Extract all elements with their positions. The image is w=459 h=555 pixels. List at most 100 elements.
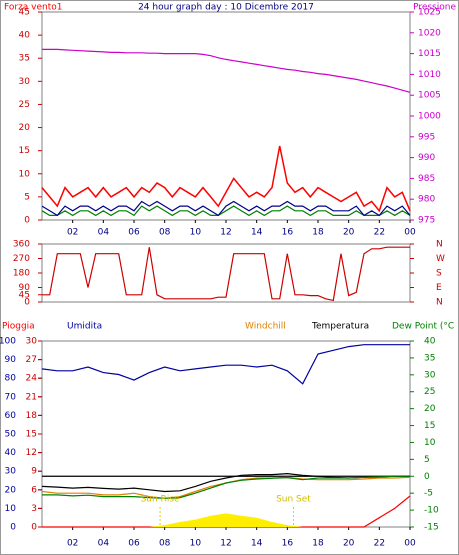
y2-tick-label: -15 [424,523,439,533]
y2-tick-label: 40 [424,337,436,347]
y2-tick-label: 995 [418,132,435,142]
y2-tick-label: S [436,269,442,279]
x-tick-label: 10 [190,539,202,549]
legend-label: Umidita [67,322,102,332]
x-tick-label: 00 [404,228,416,238]
y2-tick-label: 985 [418,174,435,184]
y2-tick-label: 1015 [418,49,441,59]
legend-label: Forza vento1 [4,3,63,13]
y-tick-label: 20 [5,485,17,495]
y-tick-label: 30 [19,77,31,87]
y-tick-label: 0 [24,216,30,226]
y3-tick-label: 24 [26,374,38,384]
y2-tick-label: 1010 [418,70,441,80]
series-line [42,246,410,302]
y2-tick-label: 30 [424,370,436,380]
legend-label: Windchill [245,322,286,332]
x-tick-label: 08 [159,228,171,238]
series-line [41,200,411,217]
y3-tick-label: 9 [31,467,37,477]
x-tick-label: 18 [312,539,324,549]
y2-tick-label: 5 [424,455,430,465]
y3-tick-label: 21 [26,392,37,402]
annotation: Sun Rise [141,495,180,505]
y2-tick-label: 975 [418,216,435,226]
y-tick-label: 45 [19,8,30,18]
y-tick-label: 60 [5,411,17,421]
y-tick-label: 360 [13,240,30,250]
plot-frame [41,340,411,528]
y-tick-label: 30 [5,467,17,477]
x-tick-label: 08 [159,539,171,549]
plot-frame [41,11,411,221]
x-tick-label: 02 [67,228,78,238]
y-tick-label: 180 [13,269,30,279]
y3-tick-label: 3 [31,504,37,514]
y3-tick-label: 6 [31,485,37,495]
y-tick-label: 70 [5,392,17,402]
y-tick-label: 0 [10,523,16,533]
legend-label: Dew Point (°C [392,322,454,332]
y3-tick-label: 18 [26,411,38,421]
x-tick-label: 12 [220,539,231,549]
y-tick-label: 10 [5,504,17,514]
y2-tick-label: N [436,240,443,250]
y2-tick-label: N [436,298,443,308]
x-tick-label: 14 [251,228,263,238]
y2-tick-label: E [436,283,442,293]
series-line [42,475,410,499]
x-tick-label: 14 [251,539,263,549]
y2-tick-label: 10 [424,438,436,448]
y-tick-label: 270 [13,254,30,264]
y3-tick-label: 30 [26,337,38,347]
annotation: Sun Set [276,495,311,505]
y2-tick-label: 1025 [418,8,441,18]
y3-tick-label: 12 [26,448,37,458]
series-line [41,344,410,385]
y-tick-label: 15 [19,146,30,156]
y2-tick-label: 25 [424,387,435,397]
legend-label: Pioggia [2,322,35,332]
x-tick-label: 00 [404,539,416,549]
series-line [42,48,411,93]
x-tick-label: 22 [374,539,385,549]
y2-tick-label: 1000 [418,112,441,122]
legend-label: Temperatura [311,322,369,332]
y2-tick-label: -10 [424,506,439,516]
y-tick-label: 35 [19,54,30,64]
x-tick-label: 16 [282,539,294,549]
solar-area [42,513,410,527]
y-tick-label: 0 [24,298,30,308]
series-line [41,145,411,213]
y-tick-label: 45 [19,290,30,300]
y-tick-label: 100 [0,337,16,347]
x-tick-label: 20 [343,228,355,238]
x-tick-label: 04 [98,539,110,549]
x-tick-label: 18 [312,228,324,238]
x-tick-label: 06 [128,228,140,238]
y2-tick-label: 1005 [418,91,441,101]
y-tick-label: 40 [19,31,31,41]
x-tick-label: 02 [67,539,78,549]
x-tick-label: 04 [98,228,110,238]
y-tick-label: 90 [5,355,17,365]
y2-tick-label: 1020 [418,28,441,38]
x-tick-label: 20 [343,539,355,549]
y-tick-label: 50 [5,430,17,440]
y2-tick-label: 0 [424,472,430,482]
y-tick-label: 5 [24,192,30,202]
y2-tick-label: 990 [418,153,435,163]
y-tick-label: 20 [19,123,31,133]
y2-tick-label: 35 [424,353,435,363]
y2-tick-label: W [436,254,445,264]
y-tick-label: 25 [19,100,30,110]
x-tick-label: 16 [282,228,294,238]
y2-tick-label: 15 [424,421,435,431]
x-tick-label: 12 [220,228,231,238]
x-tick-label: 10 [190,228,202,238]
y-tick-label: 40 [5,448,17,458]
y3-tick-label: 0 [31,523,37,533]
y-tick-label: 10 [19,169,31,179]
legend-label: Pressione [413,3,456,13]
